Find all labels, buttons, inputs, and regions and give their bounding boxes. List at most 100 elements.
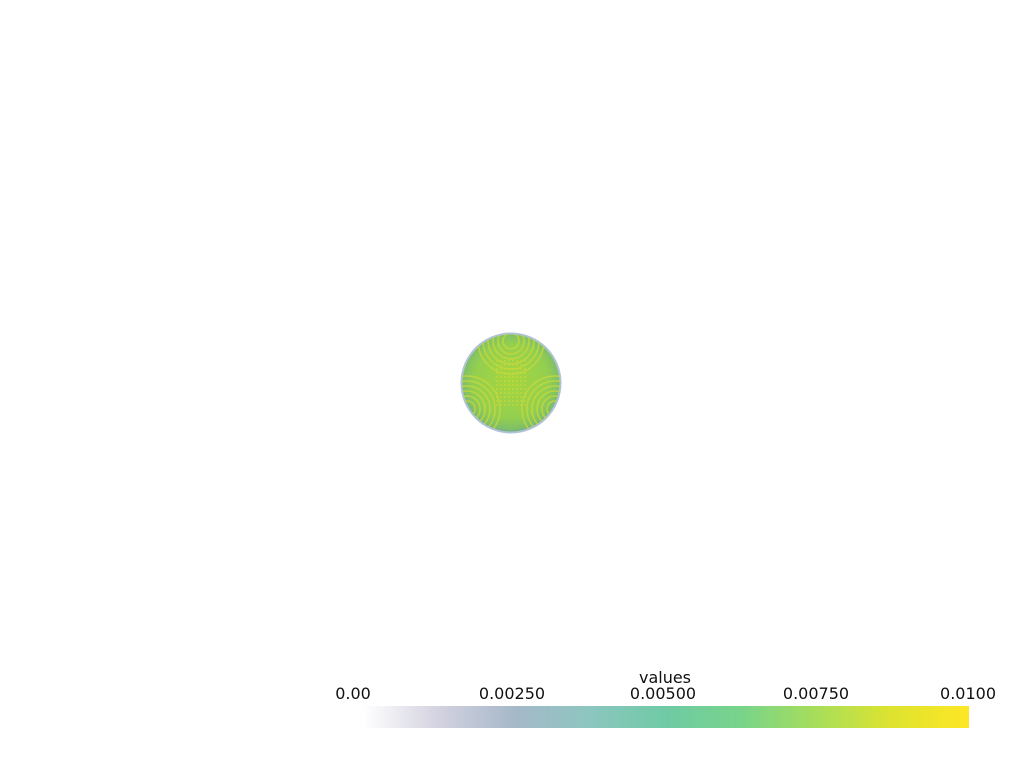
sphere-dot bbox=[495, 395, 499, 399]
sphere-dot bbox=[507, 383, 511, 387]
sphere-striation bbox=[487, 334, 535, 365]
sphere-dot bbox=[523, 359, 527, 363]
sphere-dot bbox=[503, 359, 507, 363]
sphere-dot bbox=[499, 403, 503, 407]
sphere-dot bbox=[523, 395, 527, 399]
sphere-dot bbox=[515, 395, 519, 399]
sphere-dot bbox=[523, 363, 527, 367]
sphere-dot bbox=[499, 367, 503, 371]
sphere-dot bbox=[499, 391, 503, 395]
scalar-bar: values 0.00 0.00250 0.00500 0.00750 0.01… bbox=[330, 668, 1010, 738]
sphere-dot bbox=[495, 403, 499, 407]
sphere-dot bbox=[515, 383, 519, 387]
sphere-dot bbox=[511, 379, 515, 383]
sphere-dot bbox=[507, 399, 511, 403]
sphere-striation bbox=[531, 385, 560, 432]
sphere-dot bbox=[515, 391, 519, 395]
sphere-dot bbox=[495, 359, 499, 363]
sphere-dot bbox=[511, 391, 515, 395]
sphere-dot bbox=[511, 403, 515, 407]
sphere-dot bbox=[503, 371, 507, 375]
sphere-dot bbox=[511, 395, 515, 399]
sphere-dot bbox=[511, 383, 515, 387]
sphere-dot bbox=[519, 399, 523, 403]
sphere-dot bbox=[495, 391, 499, 395]
sphere-dot bbox=[519, 367, 523, 371]
colorbar-gradient bbox=[363, 706, 969, 728]
sphere-dot bbox=[499, 387, 503, 391]
sphere-dot bbox=[503, 395, 507, 399]
sphere-dot bbox=[503, 399, 507, 403]
sphere-dot bbox=[519, 383, 523, 387]
sphere-striation bbox=[497, 334, 525, 355]
sphere-dot bbox=[495, 399, 499, 403]
sphere-dot bbox=[515, 387, 519, 391]
sphere-striation bbox=[462, 385, 491, 432]
sphere-striation bbox=[502, 334, 520, 350]
sphere-dot bbox=[495, 371, 499, 375]
tick-label-2: 0.00500 bbox=[629, 684, 697, 703]
sphere-striation bbox=[526, 380, 560, 432]
sphere-dot bbox=[523, 387, 527, 391]
sphere-dot bbox=[511, 371, 515, 375]
sphere-striation bbox=[521, 375, 560, 432]
sphere-dot bbox=[511, 387, 515, 391]
sphere-dot bbox=[495, 387, 499, 391]
sphere-dot bbox=[499, 383, 503, 387]
sphere-dot bbox=[511, 363, 515, 367]
sphere-dot bbox=[519, 359, 523, 363]
sphere-dot bbox=[515, 399, 519, 403]
sphere-dot bbox=[507, 403, 511, 407]
sphere-dot bbox=[515, 379, 519, 383]
sphere-dot bbox=[515, 367, 519, 371]
sphere-dot bbox=[523, 371, 527, 375]
sphere-striation bbox=[462, 375, 501, 432]
sphere-dot bbox=[507, 363, 511, 367]
sphere-dot bbox=[507, 391, 511, 395]
sphere-dot bbox=[499, 395, 503, 399]
sphere-dot bbox=[511, 367, 515, 371]
sphere-dot bbox=[511, 399, 515, 403]
sphere-dot bbox=[495, 375, 499, 379]
sphere-dot bbox=[499, 375, 503, 379]
sphere-dot bbox=[503, 375, 507, 379]
sphere-striation bbox=[492, 334, 530, 360]
sphere-dot bbox=[519, 391, 523, 395]
sphere-dot bbox=[499, 379, 503, 383]
sphere-dot bbox=[523, 375, 527, 379]
sphere-dot bbox=[495, 379, 499, 383]
sphere-dot bbox=[507, 387, 511, 391]
sphere-striation bbox=[462, 380, 496, 432]
sphere-dot bbox=[515, 375, 519, 379]
sphere-dot bbox=[507, 379, 511, 383]
sphere-dot bbox=[519, 387, 523, 391]
sphere-body bbox=[462, 334, 560, 432]
sphere-dot bbox=[495, 363, 499, 367]
sphere-dot bbox=[519, 403, 523, 407]
sphere-dot bbox=[503, 391, 507, 395]
tick-label-0: 0.00 bbox=[335, 684, 371, 703]
sphere-dot bbox=[511, 359, 515, 363]
sphere-dot bbox=[523, 367, 527, 371]
sphere-dot bbox=[507, 359, 511, 363]
sphere-dot bbox=[503, 383, 507, 387]
sphere-dot bbox=[507, 395, 511, 399]
sphere-dot bbox=[495, 367, 499, 371]
tick-label-4: 0.0100 bbox=[940, 684, 996, 703]
tick-label-1: 0.00250 bbox=[478, 684, 546, 703]
sphere-dot bbox=[507, 371, 511, 375]
sphere-dot bbox=[519, 371, 523, 375]
sphere-dot bbox=[515, 363, 519, 367]
sphere-dot bbox=[523, 403, 527, 407]
sphere-dot bbox=[511, 375, 515, 379]
sphere-dot bbox=[515, 359, 519, 363]
scalar-bar-title: values bbox=[638, 668, 692, 687]
sphere-dot bbox=[519, 363, 523, 367]
sphere-dot bbox=[523, 379, 527, 383]
sphere-dot bbox=[515, 403, 519, 407]
sphere-dot bbox=[519, 375, 523, 379]
sphere-dot bbox=[495, 383, 499, 387]
sphere-volume bbox=[460, 332, 562, 434]
